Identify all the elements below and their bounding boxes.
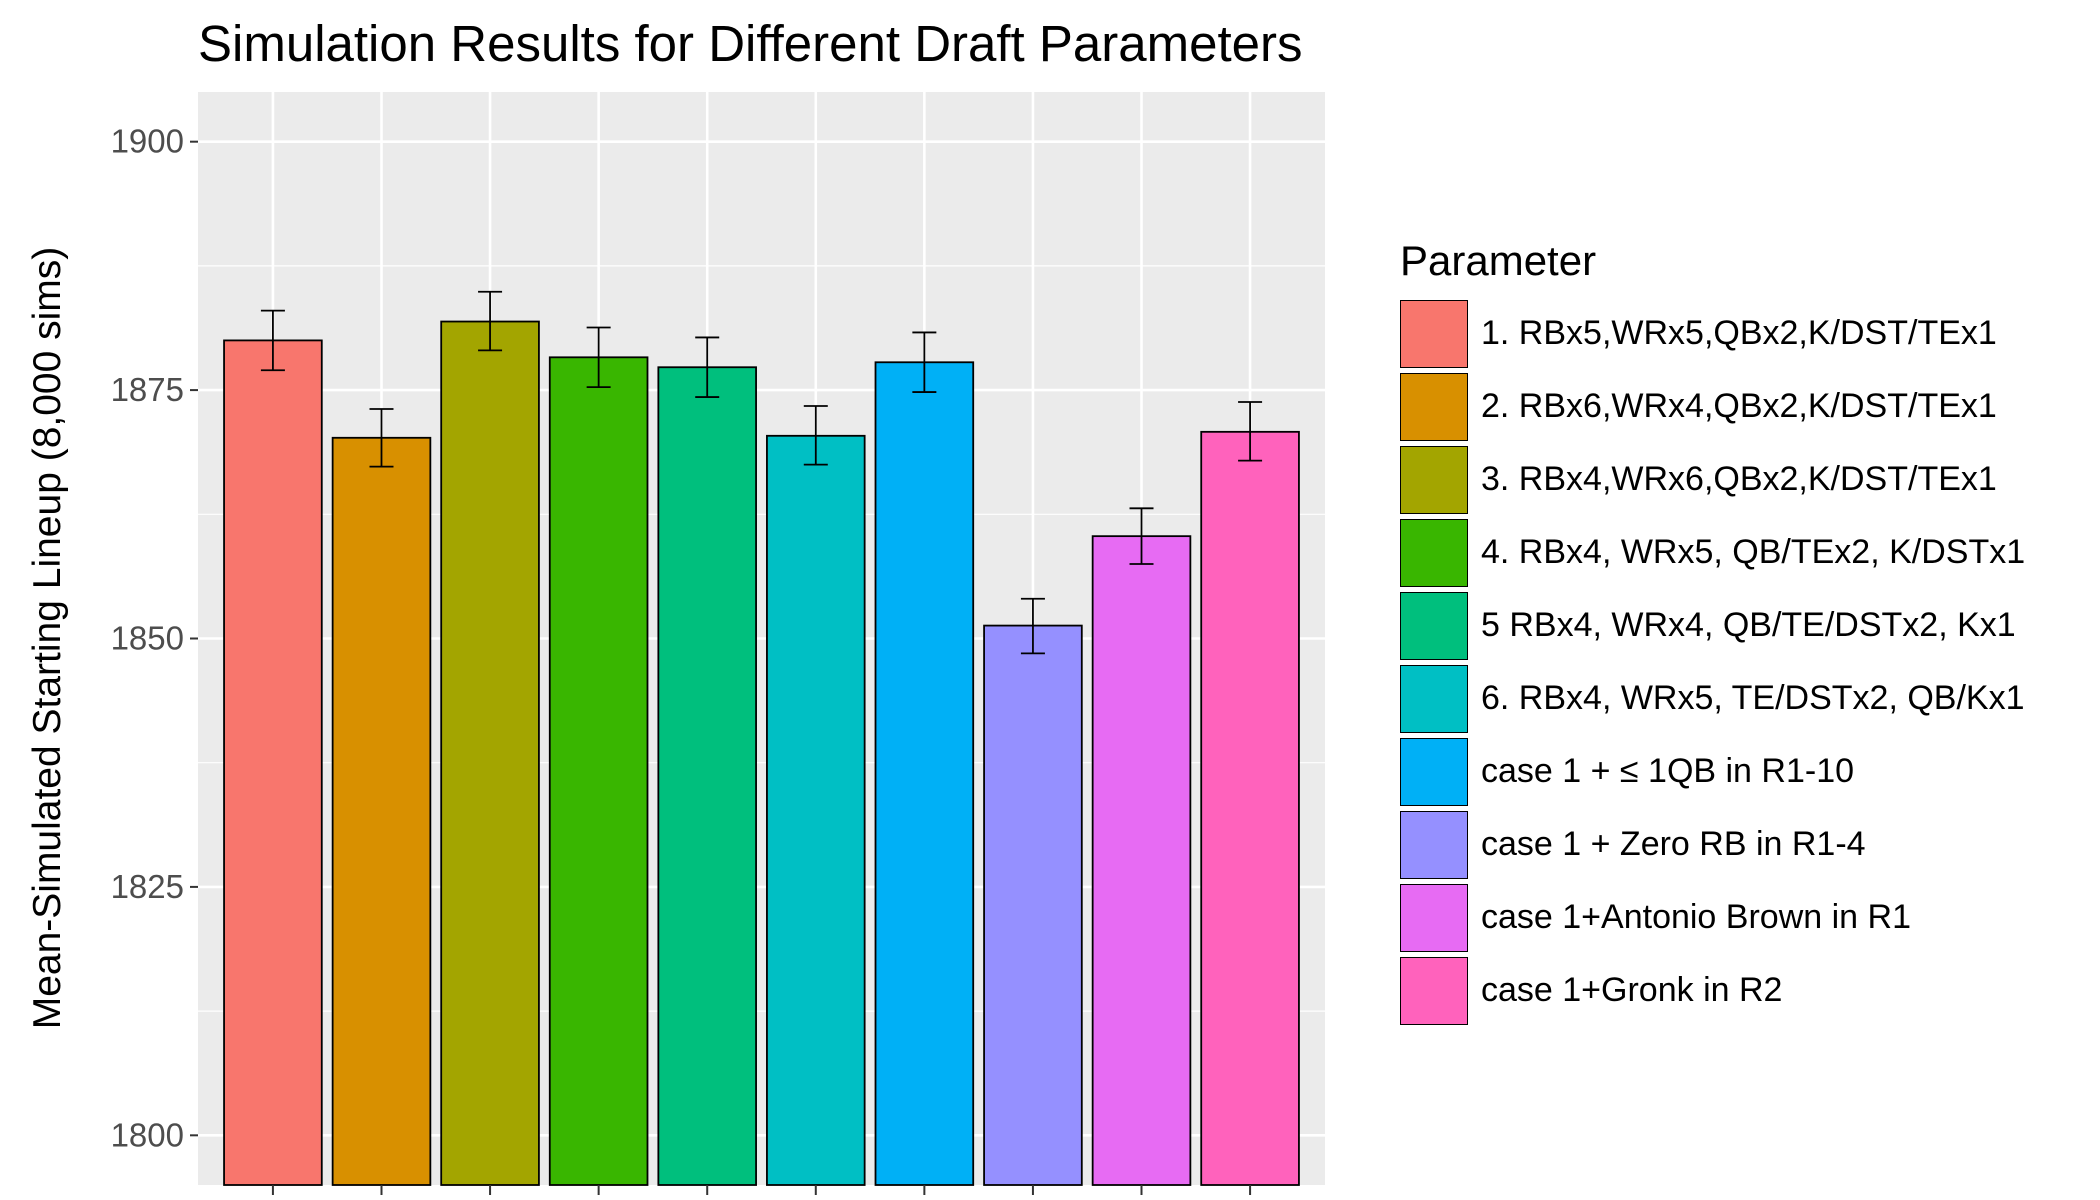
legend-key xyxy=(1400,591,1468,660)
legend-item: case 1+Antonio Brown in R1 xyxy=(1400,881,2025,954)
legend-key xyxy=(1400,956,1468,1025)
bar xyxy=(440,320,540,1186)
legend-key xyxy=(1400,372,1468,441)
legend-key xyxy=(1400,664,1468,733)
bar xyxy=(331,436,432,1186)
legend-item: case 1+Gronk in R2 xyxy=(1400,954,2025,1027)
legend-label: 2. RBx6,WRx4,QBx2,K/DST/TEx1 xyxy=(1481,387,1997,425)
bar xyxy=(223,339,323,1186)
bar xyxy=(1200,430,1300,1186)
legend-item: 2. RBx6,WRx4,QBx2,K/DST/TEx1 xyxy=(1400,370,2025,443)
legend: Parameter 1. RBx5,WRx5,QBx2,K/DST/TEx1 2.… xyxy=(1400,237,2025,1027)
legend-label: 3. RBx4,WRx6,QBx2,K/DST/TEx1 xyxy=(1481,460,1997,498)
legend-key xyxy=(1400,518,1468,587)
y-tick-label: 1875 xyxy=(111,371,184,408)
legend-item: 3. RBx4,WRx6,QBx2,K/DST/TEx1 xyxy=(1400,443,2025,516)
y-tick-label: 1800 xyxy=(111,1116,184,1153)
legend-item: case 1 + ≤ 1QB in R1-10 xyxy=(1400,735,2025,808)
bar xyxy=(657,366,757,1186)
legend-label: 1. RBx5,WRx5,QBx2,K/DST/TEx1 xyxy=(1481,314,1997,352)
bar xyxy=(983,624,1083,1186)
legend-item: case 1 + Zero RB in R1-4 xyxy=(1400,808,2025,881)
legend-label: case 1+Gronk in R2 xyxy=(1481,971,1783,1009)
y-tick-label: 1850 xyxy=(111,620,184,657)
legend-key xyxy=(1400,299,1468,368)
legend-title: Parameter xyxy=(1400,237,1597,284)
legend-item: 6. RBx4, WRx5, TE/DSTx2, QB/Kx1 xyxy=(1400,662,2025,735)
legend-key xyxy=(1400,810,1468,879)
bar xyxy=(1091,535,1192,1186)
legend-item: 4. RBx4, WRx5, QB/TEx2, K/DSTx1 xyxy=(1400,516,2025,589)
legend-label: case 1 + Zero RB in R1-4 xyxy=(1481,825,1866,863)
legend-key xyxy=(1400,883,1468,952)
legend-label: 5 RBx4, WRx4, QB/TE/DSTx2, Kx1 xyxy=(1481,606,2016,644)
legend-item: 1. RBx5,WRx5,QBx2,K/DST/TEx1 xyxy=(1400,297,2025,370)
bar xyxy=(766,434,866,1186)
y-tick-label: 1825 xyxy=(111,868,184,905)
bars xyxy=(223,290,1300,1186)
axes: 1800 1825 1850 1875 1900 xyxy=(111,123,1252,1195)
legend-key xyxy=(1400,445,1468,514)
legend-label: case 1 + ≤ 1QB in R1-10 xyxy=(1481,752,1855,790)
bar xyxy=(874,361,975,1186)
legend-label: case 1+Antonio Brown in R1 xyxy=(1481,898,1911,936)
legend-key xyxy=(1400,737,1468,806)
legend-label: 4. RBx4, WRx5, QB/TEx2, K/DSTx1 xyxy=(1481,533,2026,571)
legend-item: 5 RBx4, WRx4, QB/TE/DSTx2, Kx1 xyxy=(1400,589,2025,662)
legend-items: 1. RBx5,WRx5,QBx2,K/DST/TEx1 2. RBx6,WRx4… xyxy=(1400,297,2025,1027)
legend-label: 6. RBx4, WRx5, TE/DSTx2, QB/Kx1 xyxy=(1481,679,2025,717)
y-tick-label: 1900 xyxy=(111,123,184,160)
bar xyxy=(548,356,649,1186)
y-axis-label: Mean-Simulated Starting Lineup (8,000 si… xyxy=(26,247,69,1030)
chart-title: Simulation Results for Different Draft P… xyxy=(198,15,1303,72)
